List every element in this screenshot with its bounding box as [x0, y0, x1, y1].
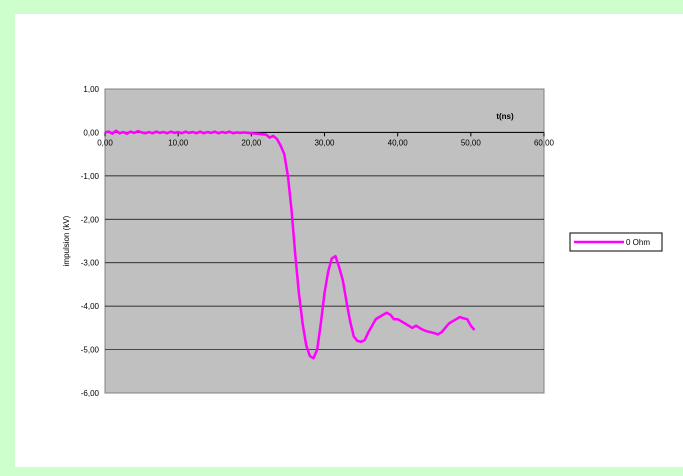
- y-tick-label: 0,00: [83, 128, 99, 137]
- x-tick-labels: 0,00 10,00 20,00 30,00 40,00 50,00 60,00: [97, 132, 555, 147]
- series-line-0-ohm: [104, 129, 476, 360]
- y-tick-label: -3,00: [81, 259, 100, 268]
- y-tick-label: 1,00: [83, 85, 99, 94]
- y-tick-label: -5,00: [81, 346, 100, 355]
- x-tick-label: 30,00: [314, 138, 335, 147]
- y-tick-label: -4,00: [81, 302, 100, 311]
- legend: 0 Ohm: [569, 232, 663, 252]
- y-tick-labels: 1,00 0,00 -1,00 -2,00 -3,00 -4,00 -5,00 -6,00: [81, 85, 100, 398]
- y-tick-label: -1,00: [81, 172, 100, 181]
- x-tick-label: 50,00: [461, 138, 482, 147]
- x-tick-label: 60,00: [534, 138, 555, 147]
- x-axis-title: t(ns): [496, 112, 514, 121]
- y-axis-title: impulsion (kV): [62, 215, 71, 266]
- x-tick-label: 10,00: [168, 138, 189, 147]
- x-tick-label: 40,00: [388, 138, 409, 147]
- y-tick-label: -2,00: [81, 215, 100, 224]
- x-tick-label: 0,00: [97, 138, 113, 147]
- y-tick-label: -6,00: [81, 389, 100, 398]
- legend-label: 0 Ohm: [626, 238, 650, 247]
- plot-area: [104, 88, 545, 394]
- x-tick-label: 20,00: [241, 138, 262, 147]
